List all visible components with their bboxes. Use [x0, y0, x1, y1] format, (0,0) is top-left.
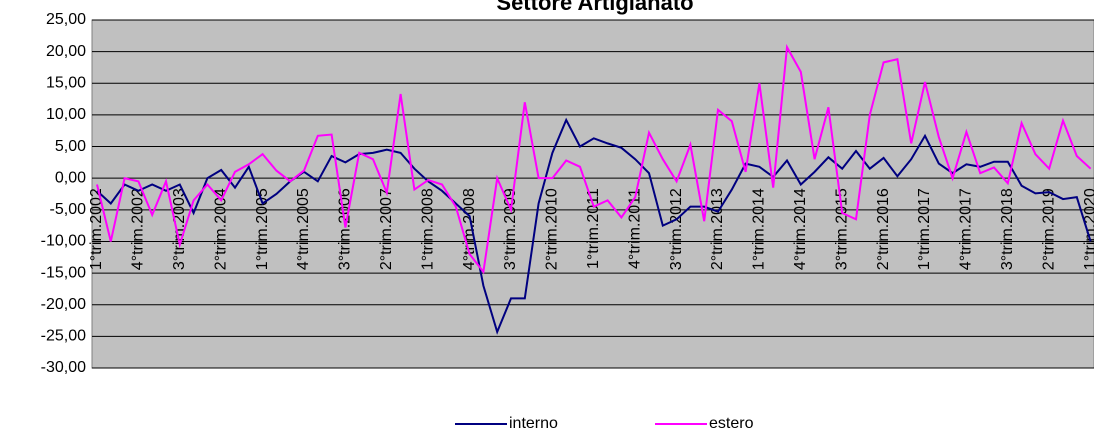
chart-title: Settore Artigianato: [496, 0, 693, 15]
x-tick-label: 2°trim.2004: [212, 188, 229, 270]
x-tick-label: 1°trim.2017: [916, 188, 933, 270]
series-line: [96, 43, 1092, 275]
series-line: [96, 117, 1092, 335]
y-tick-label: -5,00: [50, 201, 87, 218]
y-tick-label: 20,00: [46, 43, 86, 60]
x-tick-label: 4°trim.2002: [130, 188, 147, 270]
x-tick-label: 2°trim.2019: [1040, 188, 1057, 270]
y-tick-label: -15,00: [41, 264, 86, 281]
x-tick-label: 1°trim.2002: [88, 188, 105, 270]
y-tick-label: -10,00: [41, 233, 86, 250]
y-tick-label: 5,00: [55, 138, 86, 155]
x-tick-label: 2°trim.2013: [709, 188, 726, 270]
y-tick-label: 0,00: [55, 169, 86, 186]
x-tick-label: 3°trim.2003: [171, 188, 188, 270]
y-tick-label: 10,00: [46, 106, 86, 123]
y-tick-label: 15,00: [46, 74, 86, 91]
x-tick-label: 3°trim.2018: [999, 188, 1016, 270]
x-tick-label: 2°trim.2010: [544, 188, 561, 270]
x-tick-label: 3°trim.2015: [833, 188, 850, 270]
y-tick-label: -20,00: [41, 296, 86, 313]
x-tick-label: 4°trim.2005: [295, 188, 312, 270]
x-tick-label: 3°trim.2009: [502, 188, 519, 270]
x-tick-label: 1°trim.2008: [419, 188, 436, 270]
legend-label: interno: [509, 415, 558, 432]
legend-label: estero: [709, 415, 754, 432]
x-tick-label: 3°trim.2012: [668, 188, 685, 270]
x-tick-label: 2°trim.2007: [378, 188, 395, 270]
x-tick-label: 4°trim.2011: [626, 188, 643, 269]
y-tick-label: -30,00: [41, 359, 86, 376]
x-tick-label: 4°trim.2017: [958, 188, 975, 270]
x-tick-label: 2°trim.2016: [875, 188, 892, 270]
x-tick-label: 1°trim.2005: [254, 188, 271, 270]
x-tick-label: 1°trim.2014: [751, 188, 768, 270]
x-tick-label: 4°trim.2014: [792, 188, 809, 270]
x-tick-label: 4°trim.2008: [461, 188, 478, 270]
y-tick-label: -25,00: [41, 328, 86, 345]
x-tick-label: 1°trim.2011: [585, 188, 602, 269]
y-tick-label: 25,00: [46, 11, 86, 28]
x-tick-label: 1°trim.2020: [1082, 188, 1094, 270]
